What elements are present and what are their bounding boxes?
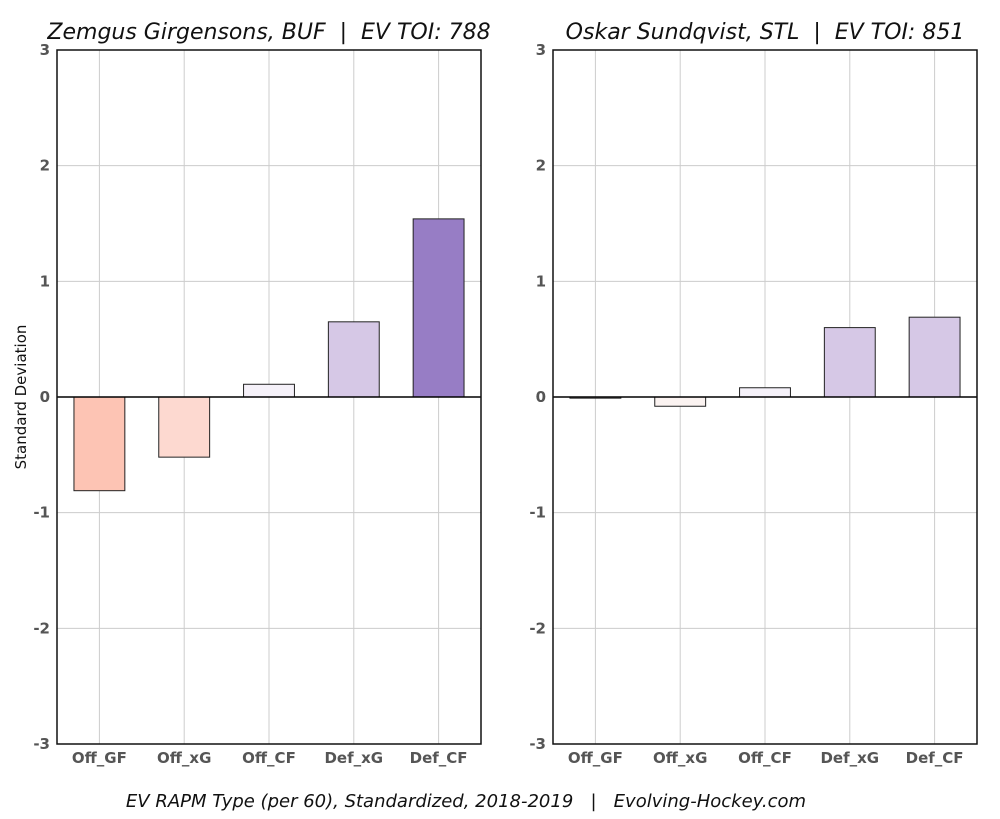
y-tick-label: 1 (40, 272, 50, 290)
x-tick-label: Off_GF (568, 749, 623, 767)
y-tick-label: 3 (40, 41, 50, 59)
x-tick-label: Def_xG (324, 749, 383, 767)
chart-title: Oskar Sundqvist, STL | EV TOI: 851 (566, 20, 965, 45)
y-tick-label: 2 (536, 157, 546, 175)
chart-caption: EV RAPM Type (per 60), Standardized, 201… (126, 791, 806, 812)
bar-off-cf (739, 387, 791, 398)
y-tick-label: 3 (536, 41, 546, 59)
x-tick-label: Def_CF (410, 749, 468, 767)
bar-def-cf (412, 218, 465, 398)
chart-title: Zemgus Girgensons, BUF | EV TOI: 788 (46, 20, 490, 45)
x-tick-label: Off_CF (242, 749, 296, 767)
y-tick-label: -3 (529, 735, 546, 753)
y-tick-label: 2 (40, 157, 50, 175)
y-tick-label: -3 (33, 735, 50, 753)
x-tick-label: Off_GF (72, 749, 127, 767)
bar-def-cf (908, 316, 961, 398)
x-tick-label: Off_xG (653, 749, 707, 767)
plot-frame (552, 49, 978, 745)
y-tick-label: 0 (40, 388, 50, 406)
bar-def-xg (327, 321, 380, 398)
y-tick-label: -1 (33, 504, 50, 522)
x-tick-label: Off_xG (157, 749, 211, 767)
plot-frame (56, 49, 482, 745)
y-tick-label: 1 (536, 272, 546, 290)
bar-def-xg (823, 327, 876, 398)
bar-off-xg (654, 396, 707, 407)
y-tick-label: 0 (536, 388, 546, 406)
y-tick-label: -2 (529, 619, 546, 637)
bar-off-gf (73, 396, 126, 492)
x-tick-label: Off_CF (738, 749, 792, 767)
y-axis-label: Standard Deviation (12, 325, 30, 470)
x-tick-label: Def_CF (906, 749, 964, 767)
y-tick-label: -2 (33, 619, 50, 637)
bar-off-cf (243, 383, 295, 398)
chart-panel-girgensons: -3 -2 -1 0 1 2 3 Off_GF Off_xG Off_CF Def_xG Def_CF… (12, 20, 491, 767)
bar-off-xg (158, 396, 211, 458)
x-tick-label: Def_xG (820, 749, 879, 767)
chart-panel-sundqvist: -3 -2 -1 0 1 2 3 Off_GF Off_xG Off_CF Def_xG Def_CF… (529, 20, 978, 767)
y-tick-label: -1 (529, 504, 546, 522)
